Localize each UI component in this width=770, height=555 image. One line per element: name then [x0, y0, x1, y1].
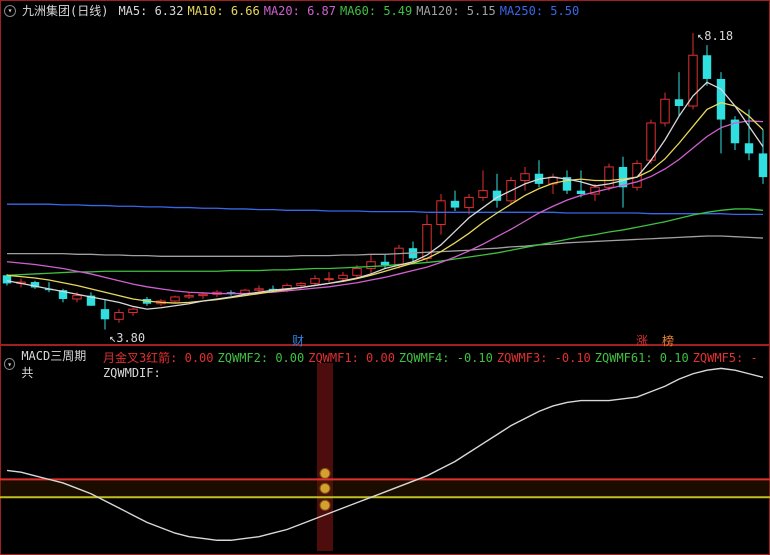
indicator-label: ZQWMF4: -0.10 — [399, 351, 493, 365]
indicator-label: ZQWMDIF: — [103, 366, 161, 380]
indicator-label: ZQWMF1: 0.00 — [308, 351, 395, 365]
ma-labels: MA5: 6.32 MA10: 6.66 MA20: 6.87 MA60: 5.49 M… — [114, 4, 579, 18]
high-label: ↖8.18 — [697, 29, 733, 43]
chevron-down-icon[interactable]: ▾ — [4, 5, 16, 17]
main-header: ▾ 九洲集团(日线) MA5: 6.32 MA10: 6.66 MA20: 6.87… — [4, 2, 579, 19]
ma-label: MA250: 5.50 — [500, 4, 579, 18]
indicator-label: ZQWMF2: 0.00 — [218, 351, 305, 365]
stock-title: 九洲集团(日线) — [22, 2, 108, 19]
indicator-title: MACD三周期共 — [21, 347, 93, 381]
indicator-label: ZQWMF3: -0.10 — [497, 351, 591, 365]
low-label: ↖3.80 — [109, 331, 145, 345]
ma-label: MA5: 6.32 — [118, 4, 183, 18]
indicator-label: 月金叉3红箭: 0.00 — [103, 351, 214, 365]
indicator-labels: 月金叉3红箭: 0.00 ZQWMF2: 0.00ZQWMF1: 0.00 ZQWM… — [99, 349, 770, 380]
chevron-down-icon[interactable]: ▾ — [4, 358, 15, 370]
ma-label: MA120: 5.15 — [416, 4, 495, 18]
ma-label: MA10: 6.66 — [187, 4, 259, 18]
ma-label: MA60: 5.49 — [340, 4, 412, 18]
price-chart[interactable] — [0, 0, 770, 345]
indicator-label: ZQWMF5: - — [693, 351, 758, 365]
sub-header: ▾ MACD三周期共 月金叉3红箭: 0.00ZQWMF2: 0.00ZQWMF… — [4, 347, 770, 381]
ma-label: MA20: 6.87 — [264, 4, 336, 18]
indicator-label: ZQWMF61: 0.10 — [595, 351, 689, 365]
